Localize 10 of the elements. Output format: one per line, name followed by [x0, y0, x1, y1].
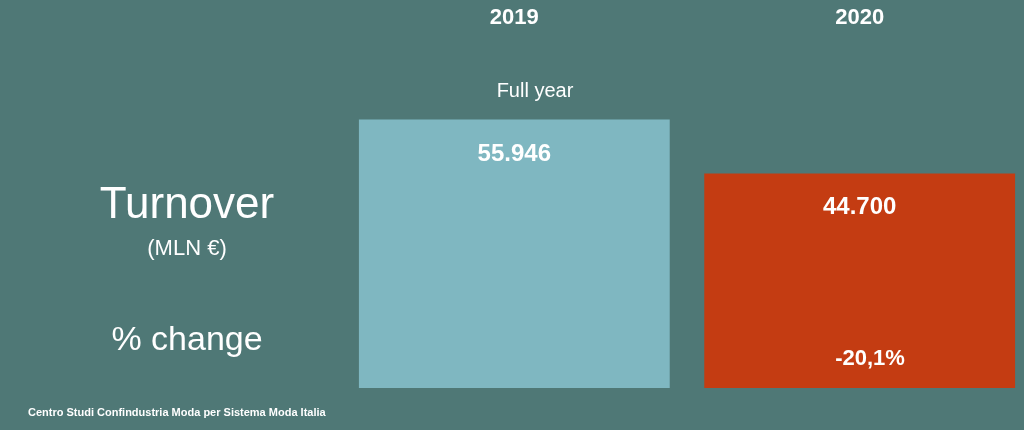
x-tick-label: 2020 [835, 3, 885, 29]
text: % change [111, 319, 263, 357]
annotation: -20,1% [835, 345, 905, 370]
data-label: 44.700 [822, 192, 897, 220]
text: Turnover [99, 178, 275, 227]
text: Full year [496, 79, 574, 101]
x-tick-label: 2019 [489, 3, 539, 29]
data-label: 55.946 [477, 138, 552, 166]
text: Centro Studi Confindustria Moda per Sistema Moda Italia [28, 406, 327, 418]
text: (MLN €) [147, 235, 227, 260]
